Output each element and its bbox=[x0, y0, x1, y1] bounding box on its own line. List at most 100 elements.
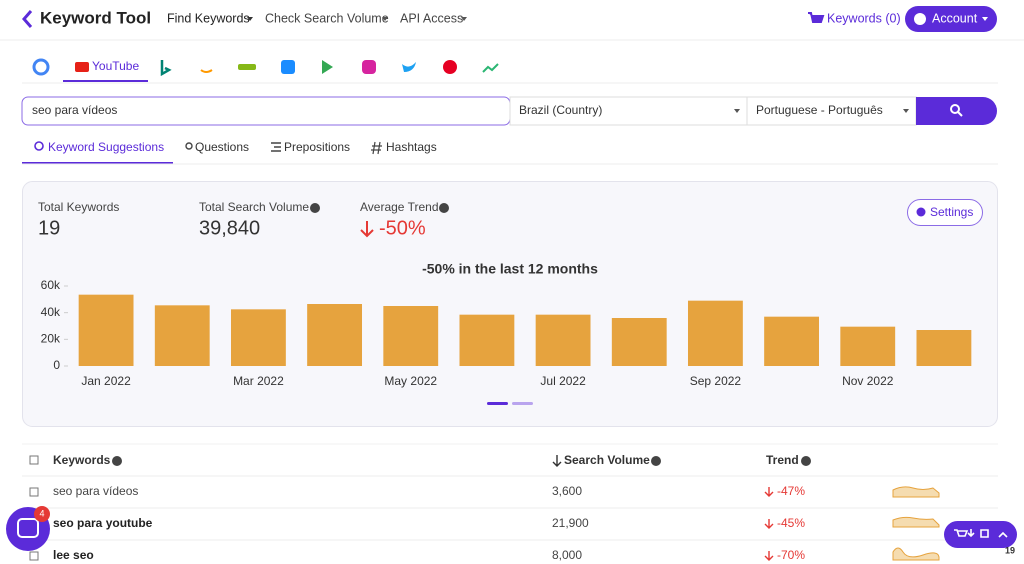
keyword[interactable]: lee seo bbox=[53, 548, 94, 562]
trends-tab[interactable] bbox=[482, 63, 499, 73]
instagram-tab[interactable] bbox=[362, 60, 376, 74]
bing-tab[interactable] bbox=[160, 60, 172, 77]
tab-label: Hashtags bbox=[386, 140, 437, 154]
twitter-tab[interactable] bbox=[402, 62, 416, 72]
brand[interactable]: Keyword Tool bbox=[22, 8, 151, 28]
stat-label: Average Trend bbox=[360, 200, 439, 214]
badge-count: 4 bbox=[39, 508, 44, 518]
playstore-tab[interactable] bbox=[322, 60, 333, 74]
bar bbox=[78, 294, 134, 366]
button-bg bbox=[905, 6, 997, 32]
settings-button[interactable]: Settings bbox=[907, 199, 983, 226]
search-icon bbox=[957, 111, 963, 117]
language-select[interactable] bbox=[746, 96, 917, 126]
tab-label: Questions bbox=[195, 140, 249, 154]
amazon-tab[interactable] bbox=[200, 69, 213, 73]
chat-icon bbox=[17, 518, 39, 538]
result-tab[interactable]: Keyword Suggestions bbox=[22, 140, 173, 164]
tab-label: YouTube bbox=[92, 59, 139, 73]
result-tab[interactable]: Prepositions bbox=[271, 140, 350, 154]
checkbox[interactable] bbox=[29, 455, 39, 465]
carousel-dot[interactable] bbox=[487, 402, 508, 405]
column-header[interactable]: Trend bbox=[766, 453, 799, 467]
carousel-dot[interactable] bbox=[512, 402, 533, 405]
trend: -47% bbox=[777, 484, 805, 498]
stat-value: -50% bbox=[379, 217, 426, 239]
y-tick-label: 0 bbox=[53, 358, 60, 372]
down-arrow bbox=[764, 519, 774, 529]
button-bg bbox=[907, 199, 983, 226]
appstore-tab[interactable] bbox=[281, 60, 295, 74]
info-icon[interactable] bbox=[310, 203, 320, 213]
column-header[interactable]: Search Volume bbox=[564, 453, 650, 467]
bar bbox=[687, 300, 743, 366]
info-icon[interactable] bbox=[112, 456, 122, 466]
badge bbox=[34, 506, 50, 522]
checkbox[interactable] bbox=[29, 487, 39, 497]
caret bbox=[734, 109, 740, 113]
account-button[interactable]: Account bbox=[905, 6, 997, 32]
export-toolbar[interactable]: 19 bbox=[944, 521, 1017, 555]
result-tab[interactable]: Hashtags bbox=[371, 140, 437, 154]
sparkline bbox=[892, 516, 940, 528]
tab-underline bbox=[63, 80, 148, 82]
bar bbox=[307, 304, 363, 366]
settings-label: Settings bbox=[930, 205, 973, 219]
chart-title: -50% in the last 12 months bbox=[422, 261, 598, 277]
youtube-tab[interactable]: YouTube bbox=[63, 59, 148, 82]
account-label: Account bbox=[932, 11, 978, 25]
stat-value: 39,840 bbox=[199, 217, 260, 239]
down-arrow bbox=[360, 221, 374, 238]
badge-count: 19 bbox=[1005, 545, 1015, 555]
info-icon[interactable] bbox=[651, 456, 661, 466]
user-icon bbox=[914, 13, 926, 25]
down-arrow bbox=[764, 487, 774, 497]
keyword[interactable]: seo para vídeos bbox=[53, 484, 138, 498]
menu-item[interactable]: API Access bbox=[400, 11, 463, 25]
result-tab[interactable]: Questions bbox=[185, 140, 249, 154]
stat-label: Total Search Volume bbox=[199, 200, 309, 214]
bar bbox=[459, 314, 515, 366]
sparkline bbox=[892, 486, 940, 498]
gear-icon bbox=[916, 207, 926, 217]
caret bbox=[382, 17, 388, 21]
chart: 0 20k 40k 60k Jan 2022 Mar 2022 May 2022 Jul 20… bbox=[41, 278, 972, 388]
logo bbox=[22, 10, 33, 28]
menu-item[interactable]: Find Keywords bbox=[167, 11, 250, 25]
y-tick-label: 60k bbox=[41, 278, 61, 292]
keyword[interactable]: seo para youtube bbox=[53, 516, 153, 530]
bar bbox=[383, 306, 439, 366]
checkbox[interactable] bbox=[29, 551, 39, 561]
chat-launcher[interactable]: 4 bbox=[6, 506, 50, 551]
bar bbox=[840, 326, 896, 366]
youtube-icon bbox=[75, 62, 89, 72]
menu-item[interactable]: Check Search Volume bbox=[265, 11, 389, 25]
column-header[interactable]: Keywords bbox=[53, 453, 111, 467]
country-select[interactable] bbox=[509, 96, 748, 126]
caret bbox=[982, 17, 988, 21]
tab-icon bbox=[34, 141, 44, 151]
bar bbox=[154, 305, 210, 366]
tab-label: Keyword Suggestions bbox=[48, 140, 164, 154]
country-value: Brazil (Country) bbox=[519, 103, 602, 117]
cart-link[interactable]: Keywords (0) bbox=[827, 11, 901, 25]
info-icon[interactable] bbox=[801, 456, 811, 466]
search-icon bbox=[950, 104, 960, 114]
ebay-tab[interactable] bbox=[238, 64, 256, 70]
down-arrow bbox=[764, 551, 774, 561]
search-volume: 3,600 bbox=[552, 484, 582, 498]
table-body: seo para vídeos 3,600 -47% seo para youtube… bbox=[22, 484, 998, 562]
pinterest-tab[interactable] bbox=[443, 60, 457, 74]
search-volume: 21,900 bbox=[552, 516, 589, 530]
y-tick-label: 20k bbox=[41, 332, 61, 346]
info-icon[interactable] bbox=[439, 203, 449, 213]
search-button[interactable] bbox=[916, 97, 997, 125]
search-query: seo para vídeos bbox=[32, 103, 117, 117]
google-tab[interactable] bbox=[32, 58, 50, 76]
x-tick-label: Sep 2022 bbox=[690, 374, 742, 388]
x-tick-label: May 2022 bbox=[384, 374, 437, 388]
bar bbox=[611, 318, 667, 366]
x-tick-label: Jan 2022 bbox=[81, 374, 131, 388]
